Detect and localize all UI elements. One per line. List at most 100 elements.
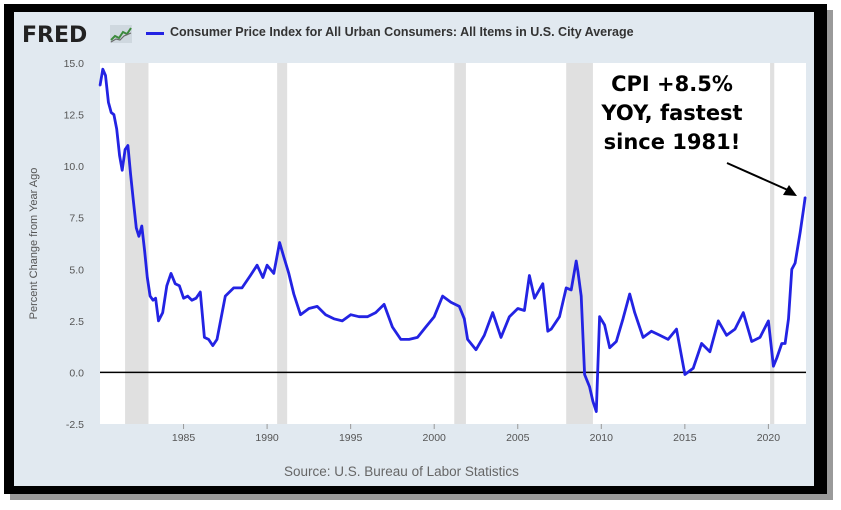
y-tick-label: -2.5 <box>66 419 84 431</box>
data-point <box>550 328 552 330</box>
data-point <box>775 357 778 359</box>
data-point <box>316 305 319 308</box>
data-point <box>178 284 181 287</box>
fred-logo[interactable]: FRED <box>22 23 88 48</box>
chart-title: Consumer Price Index for All Urban Consu… <box>170 25 634 39</box>
data-point <box>262 276 264 279</box>
data-point <box>750 340 753 343</box>
data-point <box>241 287 243 289</box>
x-tick-label: 1985 <box>172 432 196 444</box>
data-point <box>608 346 611 349</box>
x-tick-label: 2010 <box>590 432 614 444</box>
y-tick-label: 5.0 <box>69 264 84 276</box>
data-point <box>700 342 703 345</box>
data-point <box>734 328 736 330</box>
data-point <box>516 307 519 310</box>
data-point <box>182 297 185 299</box>
data-point <box>341 320 344 322</box>
data-point <box>199 291 202 293</box>
data-point <box>366 315 369 318</box>
recession-band <box>125 63 149 424</box>
data-point <box>138 235 140 238</box>
data-points <box>99 68 806 413</box>
data-point <box>463 317 466 320</box>
data-point <box>324 313 327 316</box>
y-axis-label: Percent Change from Year Ago <box>28 168 40 320</box>
data-point <box>157 320 160 322</box>
data-point <box>622 317 624 320</box>
data-point <box>374 311 377 314</box>
data-point <box>742 311 745 314</box>
data-point <box>508 315 511 318</box>
data-point <box>383 303 385 306</box>
data-point <box>787 317 790 320</box>
data-point <box>174 282 176 285</box>
data-point <box>358 315 360 318</box>
data-point <box>99 84 101 87</box>
data-point <box>675 328 678 330</box>
data-point <box>186 295 189 297</box>
y-tick-label: 10.0 <box>64 161 85 173</box>
data-point <box>349 313 352 316</box>
data-point <box>216 338 218 341</box>
data-point <box>249 274 252 277</box>
y-tick-label: 2.5 <box>69 316 84 328</box>
data-point <box>278 241 281 244</box>
x-tick-label: 2005 <box>506 432 530 444</box>
data-point <box>598 315 601 318</box>
data-point <box>790 268 793 271</box>
source-note[interactable]: Source: U.S. Bureau of Labor Statistics <box>284 464 519 479</box>
data-point <box>149 295 151 297</box>
data-point <box>588 386 591 388</box>
data-point <box>450 301 452 304</box>
data-point <box>152 299 154 302</box>
data-point <box>570 289 573 291</box>
data-point <box>717 320 720 322</box>
data-point <box>288 272 290 275</box>
data-point <box>633 311 636 314</box>
data-point <box>433 315 436 318</box>
data-point <box>533 297 536 299</box>
data-point <box>767 320 770 322</box>
data-point <box>191 299 193 302</box>
data-point <box>491 311 494 314</box>
data-point <box>784 342 786 345</box>
data-point <box>441 295 444 297</box>
recession-band <box>277 63 288 424</box>
data-point <box>170 272 172 275</box>
data-point <box>709 351 711 353</box>
data-point <box>466 338 469 341</box>
data-point <box>542 282 544 285</box>
data-point <box>595 410 598 413</box>
data-point <box>692 367 695 370</box>
data-point <box>333 317 335 320</box>
data-point <box>102 68 104 70</box>
x-tick-label: 1995 <box>339 432 363 444</box>
data-point <box>195 297 197 299</box>
data-point <box>642 336 644 339</box>
data-point <box>266 264 268 266</box>
data-point <box>140 225 143 227</box>
data-point <box>283 256 285 258</box>
series-legend-swatch <box>146 32 164 35</box>
recession-band <box>566 63 593 424</box>
data-point <box>528 274 531 277</box>
data-point <box>166 284 168 287</box>
data-point <box>425 326 427 328</box>
data-point <box>684 373 686 376</box>
data-point <box>547 330 549 332</box>
data-point <box>575 260 578 262</box>
data-point <box>759 336 761 339</box>
recession-band <box>454 63 466 424</box>
y-tick-label: 7.5 <box>69 213 84 225</box>
data-point <box>577 270 579 273</box>
data-point <box>804 196 806 198</box>
recession-band <box>770 63 775 424</box>
data-point <box>592 400 594 403</box>
data-point <box>565 287 568 289</box>
data-point <box>110 111 112 114</box>
data-point <box>475 348 477 351</box>
callout-arrowhead <box>783 185 797 196</box>
data-point <box>107 101 110 103</box>
data-point <box>104 74 107 77</box>
